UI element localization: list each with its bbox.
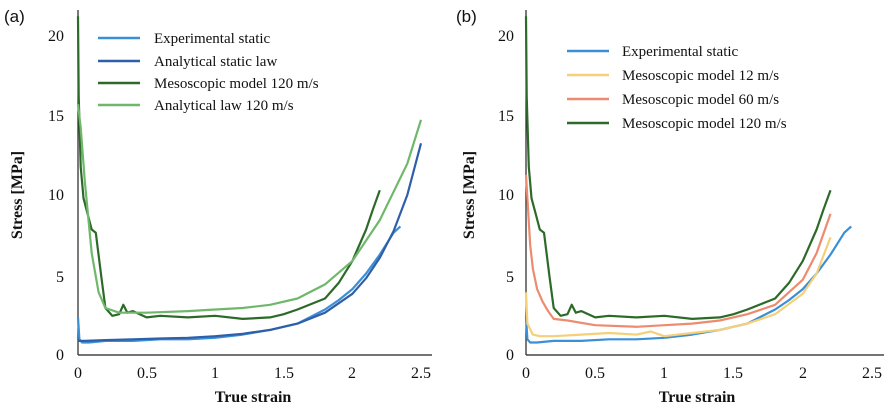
panel-b-y-tick-label: 5 <box>506 269 514 286</box>
panel-a-x-tick-label: 1 <box>211 365 219 382</box>
panel-b-legend: Experimental static Mesoscopic model 12 … <box>567 44 787 132</box>
panel-a-legend-label: Mesoscopic model 120 m/s <box>154 76 319 92</box>
panel-b-y-tick-label: 0 <box>506 347 514 364</box>
panel-a-series-experimental-static <box>76 225 402 344</box>
panel-b-axes <box>525 10 884 356</box>
panel-b-y-ticks: 0 5 10 15 20 <box>498 28 514 364</box>
panel-a-legend-label: Analytical law 120 m/s <box>154 98 294 114</box>
panel-a-series-analytical-law-120-m-s <box>76 103 423 314</box>
panel-b-x-tick-label: 1 <box>660 365 668 382</box>
panel-a-x-tick-label: 2 <box>348 365 356 382</box>
panel-b-x-tick-label: 1.5 <box>723 365 743 382</box>
panel-a-y-tick-label: 0 <box>56 347 64 364</box>
panel-a-tag: (a) <box>4 7 25 26</box>
panel-b-x-tick-label: 2 <box>799 365 807 382</box>
panel-a-x-tick-label: 0 <box>74 365 82 382</box>
panel-a-series-analytical-static-law <box>78 143 423 342</box>
panel-b-series-mesoscopic-model-120-m-s <box>524 16 832 320</box>
panel-b-legend-label: Mesoscopic model 60 m/s <box>622 92 779 108</box>
panel-b-x-tick-label: 0.5 <box>585 365 605 382</box>
panel-b-x-tick-label: 0 <box>522 365 530 382</box>
panel-a-y-tick-label: 15 <box>48 108 64 125</box>
panel-b-series-mesoscopic-model-60-m-s <box>524 174 832 328</box>
panel-b: (b) Stress [MPa] True strain 0 0.5 1 1.5… <box>456 7 884 406</box>
panel-b-y-tick-label: 15 <box>498 108 514 125</box>
panel-b-x-tick-label: 2.5 <box>862 365 882 382</box>
panel-b-series-experimental-static <box>524 225 852 344</box>
panel-a-y-tick-label: 20 <box>48 28 64 45</box>
panel-a-legend: Experimental static Analytical static la… <box>98 31 319 114</box>
panel-b-x-ticks: 0 0.5 1 1.5 2 2.5 <box>522 365 882 382</box>
panel-a-x-tick-label: 0.5 <box>137 365 157 382</box>
panel-a-x-axis-label: True strain <box>215 389 292 406</box>
panel-b-x-axis-label: True strain <box>659 389 736 406</box>
panel-b-tag: (b) <box>456 7 477 26</box>
panel-b-legend-label: Experimental static <box>622 44 739 60</box>
panel-a-y-axis-label: Stress [MPa] <box>9 151 26 239</box>
panel-b-y-tick-label: 20 <box>498 28 514 45</box>
panel-b-legend-label: Mesoscopic model 120 m/s <box>622 116 787 132</box>
panel-a-x-tick-label: 2.5 <box>411 365 431 382</box>
panel-b-y-tick-label: 10 <box>498 187 514 204</box>
panel-b-y-axis-label: Stress [MPa] <box>461 151 478 239</box>
panel-b-series-lines <box>524 16 852 344</box>
panel-a-series-lines <box>76 16 423 344</box>
panel-a: (a) Stress [MPa] True strain 0 0.5 1 1.5… <box>4 7 432 406</box>
panel-a-x-ticks: 0 0.5 1 1.5 2 2.5 <box>74 365 431 382</box>
panel-a-legend-label: Experimental static <box>154 31 271 47</box>
panel-a-y-ticks: 0 5 10 15 20 <box>48 28 64 364</box>
panel-b-legend-label: Mesoscopic model 12 m/s <box>622 68 779 84</box>
panel-a-y-tick-label: 5 <box>56 269 64 286</box>
panel-a-y-tick-label: 10 <box>48 187 64 204</box>
panel-a-legend-label: Analytical static law <box>154 54 277 70</box>
panel-b-series-mesoscopic-model-12-m-s <box>524 237 832 338</box>
panel-a-x-tick-label: 1.5 <box>274 365 294 382</box>
